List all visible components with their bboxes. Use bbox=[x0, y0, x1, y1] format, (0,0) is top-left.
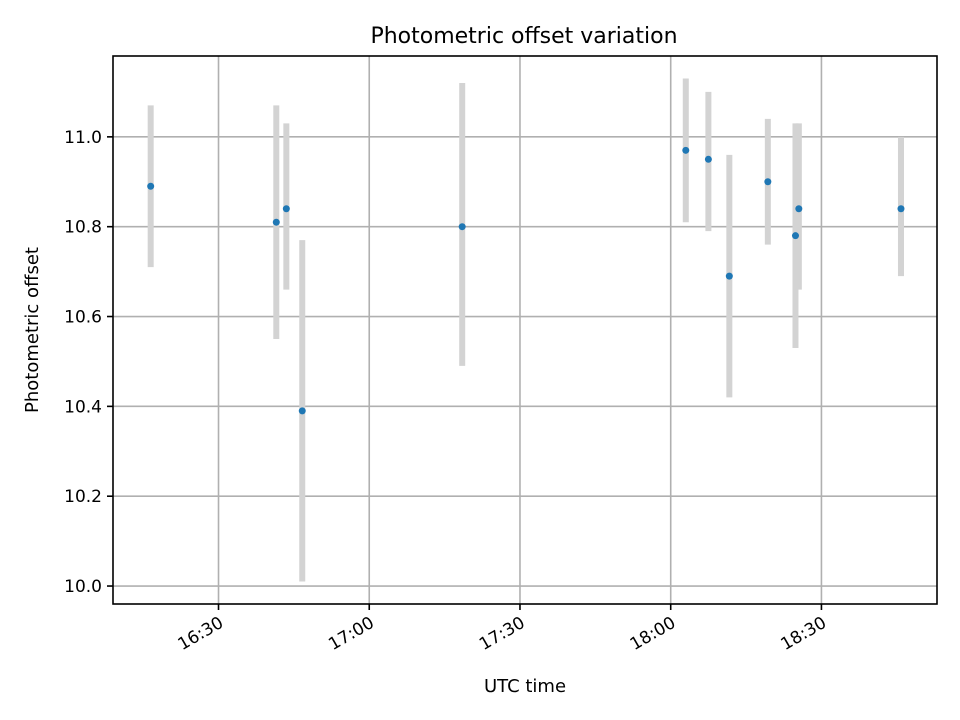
data-point bbox=[147, 182, 155, 190]
y-tick-label: 10.0 bbox=[64, 577, 102, 597]
y-axis-label: Photometric offset bbox=[22, 247, 43, 413]
x-tick-label: 18:00 bbox=[627, 613, 679, 655]
y-axis: 10.0 10.2 10.4 10.6 10.8 11.0 bbox=[64, 128, 113, 597]
x-tick-label: 17:30 bbox=[476, 613, 528, 655]
data-point bbox=[704, 155, 712, 163]
plot-frame bbox=[112, 55, 938, 605]
data-points bbox=[147, 146, 905, 415]
data-point bbox=[791, 232, 799, 240]
x-tick-label: 16:30 bbox=[175, 613, 227, 655]
y-tick-label: 10.6 bbox=[64, 308, 102, 328]
grid bbox=[113, 56, 937, 604]
data-point bbox=[764, 178, 772, 186]
data-point bbox=[458, 223, 466, 231]
chart-title: Photometric offset variation bbox=[370, 24, 677, 49]
x-axis-label: UTC time bbox=[484, 676, 566, 697]
data-point bbox=[795, 205, 803, 213]
x-tick-label: 17:00 bbox=[325, 613, 377, 655]
x-axis: 16:30 17:00 17:30 18:00 18:30 bbox=[175, 604, 830, 655]
data-point bbox=[272, 218, 280, 226]
data-point bbox=[725, 272, 733, 280]
y-tick-label: 10.8 bbox=[64, 218, 102, 238]
y-tick-label: 10.2 bbox=[64, 487, 102, 507]
x-tick-label: 18:30 bbox=[778, 613, 830, 655]
data-point bbox=[298, 407, 306, 415]
y-tick-label: 10.4 bbox=[64, 397, 102, 417]
data-point bbox=[682, 146, 690, 154]
data-point bbox=[282, 205, 290, 213]
error-bars bbox=[147, 78, 904, 582]
y-tick-label: 11.0 bbox=[64, 128, 102, 148]
data-point bbox=[897, 205, 905, 213]
